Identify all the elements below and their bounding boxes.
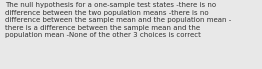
- Text: The null hypothesis for a one-sample test states -there is no
difference between: The null hypothesis for a one-sample tes…: [5, 2, 231, 38]
